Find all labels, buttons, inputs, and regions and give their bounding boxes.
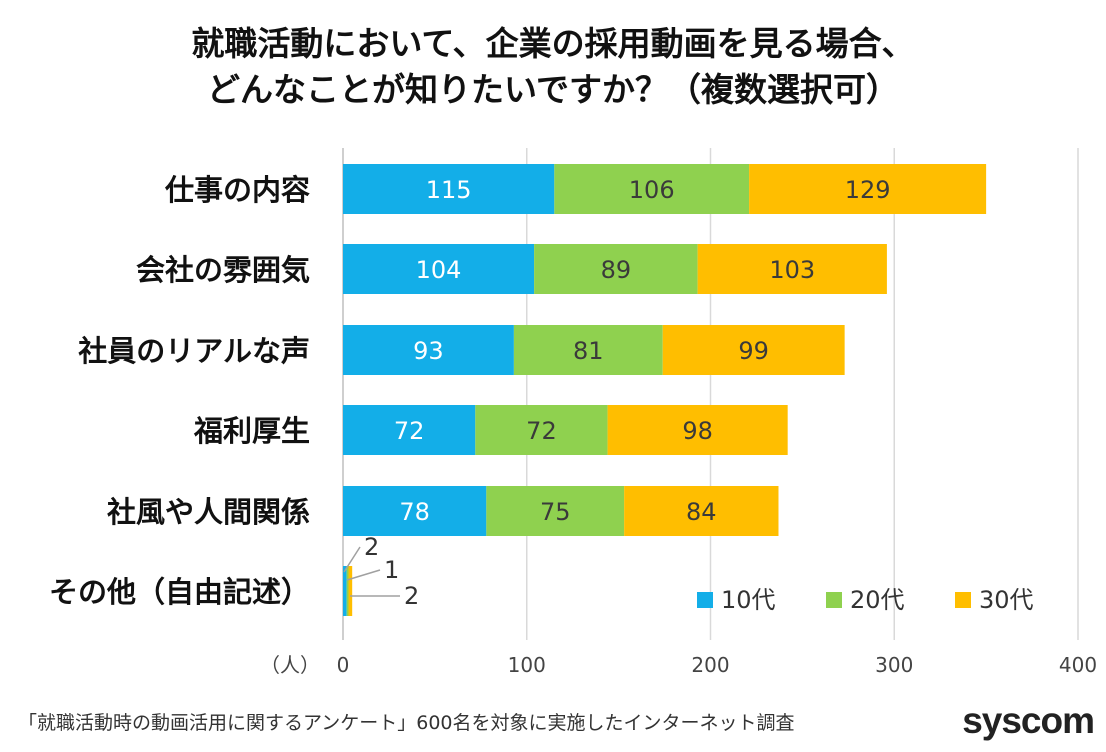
x-tick-label: 400: [1059, 653, 1097, 677]
bar-segment-20代: [554, 164, 750, 214]
leader-line: [346, 569, 381, 581]
data-label: 1: [384, 556, 399, 584]
legend-label: 10代: [721, 586, 776, 614]
bar-segment-20代: [486, 486, 625, 536]
data-label: 98: [682, 417, 713, 445]
leader-line: [343, 546, 361, 573]
legend-label: 20代: [850, 586, 905, 614]
data-label: 104: [416, 256, 462, 284]
legend-swatch-30代: [955, 592, 971, 608]
category-label: その他（自由記述）: [49, 575, 310, 609]
bar-segment-30代: [749, 164, 987, 214]
x-tick-label: 300: [875, 653, 913, 677]
data-label: 2: [404, 582, 419, 610]
bar-segment-10代: [343, 486, 487, 536]
bar-segment-30代: [624, 486, 779, 536]
chart-title-line2: どんなことが知りたいですか？（複数選択可）: [206, 70, 899, 109]
bar-segment-10代: [343, 164, 555, 214]
category-label: 会社の雰囲気: [136, 253, 310, 287]
syscom-logo: syscom: [962, 700, 1095, 741]
bar-segment-20代: [346, 566, 349, 616]
chart-title-line1: 就職活動において、企業の採用動画を見る場合、: [191, 24, 915, 63]
data-label: 115: [426, 176, 472, 204]
data-label: 72: [394, 417, 425, 445]
bar-segment-10代: [343, 405, 476, 455]
bar-segment-10代: [343, 325, 514, 375]
data-label: 81: [573, 337, 604, 365]
data-label: 89: [601, 256, 632, 284]
x-tick-label: 100: [508, 653, 546, 677]
data-label: 84: [686, 498, 717, 526]
bar-segment-20代: [534, 244, 698, 294]
category-label: 仕事の内容: [164, 173, 310, 207]
bar-segment-20代: [475, 405, 608, 455]
x-tick-label: 200: [691, 653, 729, 677]
data-label: 72: [526, 417, 557, 445]
bar-segment-10代: [343, 244, 535, 294]
category-label: 社員のリアルな声: [78, 334, 310, 368]
data-label: 106: [629, 176, 675, 204]
x-tick-label: 0: [337, 653, 350, 677]
data-label: 129: [845, 176, 891, 204]
bar-segment-30代: [348, 566, 353, 616]
legend-label: 30代: [979, 586, 1034, 614]
category-label: 社風や人間関係: [107, 495, 310, 529]
data-label: 103: [769, 256, 815, 284]
data-label: 99: [738, 337, 769, 365]
data-label: 2: [364, 533, 379, 561]
data-label: 78: [399, 498, 430, 526]
survey-footnote: 「就職活動時の動画活用に関するアンケート」600名を対象に実施したインターネット…: [18, 712, 795, 734]
legend-swatch-20代: [826, 592, 842, 608]
data-label: 93: [413, 337, 444, 365]
data-label: 75: [540, 498, 571, 526]
bar-segment-30代: [607, 405, 788, 455]
legend-swatch-10代: [697, 592, 713, 608]
category-label: 福利厚生: [193, 414, 310, 448]
bar-segment-20代: [513, 325, 663, 375]
bar-segment-30代: [662, 325, 845, 375]
bar-segment-30代: [697, 244, 887, 294]
x-axis-unit-label: （人）: [260, 653, 320, 677]
bar-segment-10代: [343, 566, 347, 616]
